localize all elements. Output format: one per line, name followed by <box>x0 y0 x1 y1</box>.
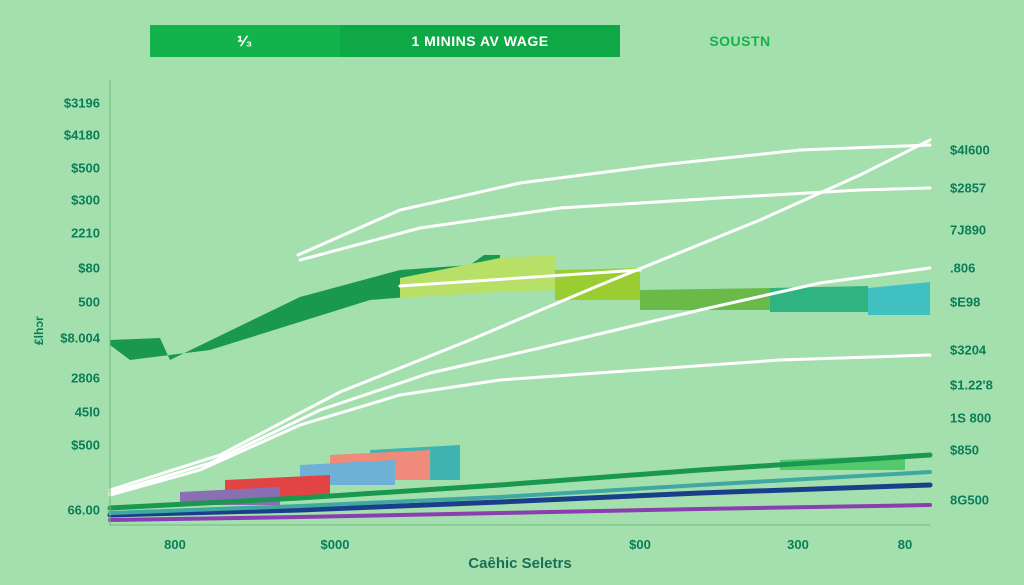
y-tick-right: 8G500 <box>950 493 989 508</box>
chart-plot <box>0 0 1024 585</box>
y-tick-right: $1.22'8 <box>950 378 993 393</box>
x-tick: $00 <box>629 537 651 552</box>
chart-canvas: ⅟₃ 1 MININS AV WAGE SOUSTN Caȇhic Seletr… <box>0 0 1024 585</box>
y-tick-left: 500 <box>78 295 100 310</box>
y-axis-label: ₤lhɔr <box>32 316 46 345</box>
y-tick-left: $3196 <box>64 96 100 111</box>
y-tick-right: 7J890 <box>950 223 986 238</box>
y-tick-left: $500 <box>71 161 100 176</box>
x-axis-label: Caȇhic Seletrs <box>468 555 571 572</box>
x-tick: 80 <box>898 537 912 552</box>
y-tick-left: 2806 <box>71 371 100 386</box>
y-tick-right: 1S 800 <box>950 411 991 426</box>
y-tick-left: $8.004 <box>60 331 100 346</box>
y-tick-left: $4180 <box>64 128 100 143</box>
y-tick-right: .806 <box>950 261 975 276</box>
y-tick-right: $850 <box>950 443 979 458</box>
y-tick-left: 2210 <box>71 226 100 241</box>
y-tick-left: $80 <box>78 261 100 276</box>
x-tick: 800 <box>164 537 186 552</box>
x-tick: 300 <box>787 537 809 552</box>
y-tick-right: $E98 <box>950 295 980 310</box>
y-tick-left: 45l0 <box>75 405 100 420</box>
y-tick-left: $500 <box>71 438 100 453</box>
y-tick-left: 66.00 <box>67 503 100 518</box>
y-tick-left: $300 <box>71 193 100 208</box>
y-tick-right: $2857 <box>950 181 986 196</box>
y-tick-right: $4l600 <box>950 143 990 158</box>
y-tick-right: $3204 <box>950 343 986 358</box>
x-tick: $000 <box>321 537 350 552</box>
